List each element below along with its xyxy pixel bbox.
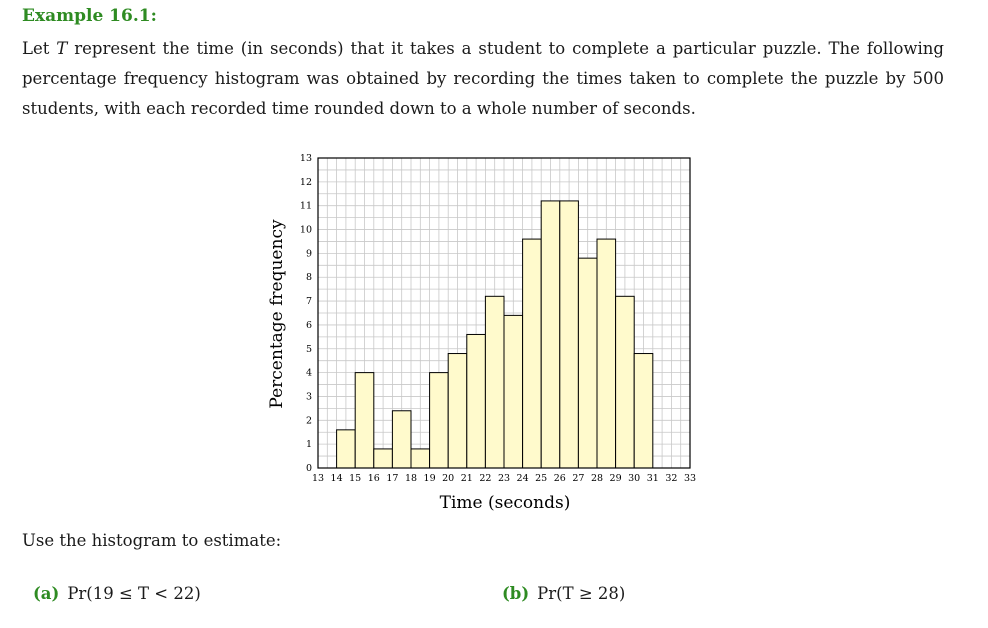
histogram-bar: [559, 200, 579, 469]
x-tick-label: 19: [424, 473, 436, 484]
x-tick-label: 25: [535, 473, 547, 484]
x-tick-label: 32: [665, 473, 677, 484]
intro-text-rest: represent the time (in seconds) that it …: [22, 39, 944, 118]
example-heading: Example 16.1:: [22, 6, 157, 26]
part-a: (a) Pr(19 ≤ T < 22): [33, 584, 201, 603]
histogram: 13 14 15 16 17 18 19 20 21 22 23 24 25 26 27 28 29 30 31 32…: [267, 153, 696, 513]
x-tick-label: 21: [461, 473, 473, 484]
x-tick-label: 23: [498, 473, 510, 484]
x-tick-label: 17: [386, 473, 398, 484]
histogram-bar: [429, 372, 449, 469]
x-tick-label: 33: [684, 473, 696, 484]
y-tick-label: 1: [306, 439, 312, 450]
y-tick-label: 11: [300, 201, 312, 212]
part-b-expression: Pr(T ≥ 28): [537, 584, 626, 603]
question-prompt: Use the histogram to estimate:: [22, 531, 282, 550]
histogram-bar: [354, 372, 375, 469]
histogram-bar: [410, 448, 431, 469]
part-a-label: (a): [33, 584, 60, 603]
x-tick-labels: 13 14 15 16 17 18 19 20 21 22 23 24 25 26 27 28 29 30 31 32…: [312, 473, 696, 484]
x-tick-label: 28: [591, 473, 603, 484]
y-tick-label: 12: [300, 177, 312, 188]
part-b-label: (b): [502, 584, 530, 603]
x-tick-label: 26: [554, 473, 566, 484]
y-tick-label: 10: [300, 225, 312, 236]
histogram-bars: [336, 200, 654, 469]
x-tick-label: 15: [349, 473, 361, 484]
y-tick-label: 7: [306, 296, 312, 307]
x-tick-label: 14: [331, 473, 343, 484]
x-tick-label: 13: [312, 473, 324, 484]
intro-text-start: Let: [22, 39, 57, 58]
x-tick-label: 20: [442, 473, 454, 484]
histogram-bar: [484, 295, 505, 469]
part-a-expression: Pr(19 ≤ T < 22): [67, 584, 201, 603]
histogram-bar: [615, 295, 635, 469]
y-axis-label: Percentage frequency: [267, 219, 287, 409]
histogram-bar: [373, 448, 393, 469]
y-tick-label: 9: [306, 248, 312, 259]
histogram-bar: [447, 353, 468, 469]
x-tick-label: 18: [405, 473, 417, 484]
y-tick-label: 3: [306, 391, 312, 402]
y-tick-label: 13: [300, 153, 312, 164]
histogram-bar: [596, 238, 617, 469]
histogram-bar: [391, 410, 412, 469]
y-tick-label: 8: [306, 272, 312, 283]
x-tick-label: 16: [368, 473, 380, 484]
x-tick-label: 27: [572, 473, 584, 484]
x-tick-label: 24: [517, 473, 529, 484]
histogram-bar: [540, 200, 561, 469]
plot-frame: [317, 157, 691, 469]
y-tick-label: 4: [306, 368, 312, 379]
y-tick-label: 2: [306, 415, 312, 426]
histogram-bar: [522, 238, 542, 469]
x-tick-label: 30: [628, 473, 640, 484]
intro-paragraph: Let T represent the time (in seconds) th…: [22, 34, 944, 124]
y-tick-label: 0: [306, 463, 312, 474]
histogram-bar: [577, 257, 598, 469]
part-b: (b) Pr(T ≥ 28): [502, 584, 625, 603]
y-tick-label: 6: [306, 320, 312, 331]
histogram-bar: [336, 429, 356, 469]
x-axis-label: Time (seconds): [440, 493, 571, 513]
y-tick-label: 5: [306, 344, 312, 355]
histogram-bar: [633, 353, 654, 469]
x-tick-label: 29: [610, 473, 622, 484]
x-tick-label: 31: [647, 473, 659, 484]
x-tick-label: 22: [479, 473, 491, 484]
histogram-bar: [503, 314, 524, 469]
histogram-bar: [466, 333, 486, 469]
variable-t: T: [56, 39, 68, 58]
